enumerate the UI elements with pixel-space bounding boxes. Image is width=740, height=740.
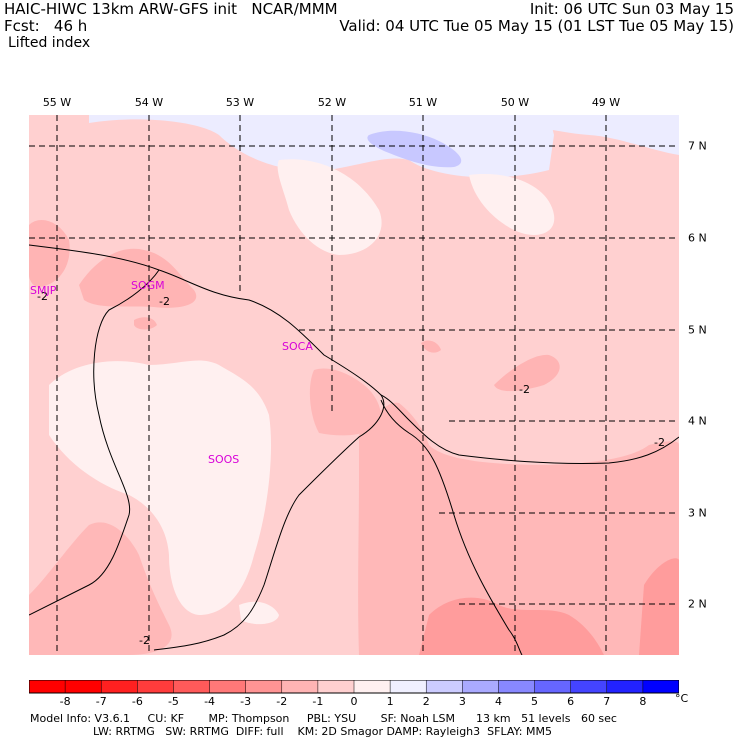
contour-label: -2: [519, 383, 530, 396]
lon-label: 50 W: [500, 96, 530, 109]
lon-label: 52 W: [317, 96, 347, 109]
legend-swatch: [281, 680, 319, 694]
lat-lon-grid: [29, 115, 679, 655]
legend-swatch: [29, 680, 66, 694]
blue-core-region: [367, 130, 462, 168]
legend-swatch: [173, 680, 211, 694]
lon-label: 54 W: [134, 96, 164, 109]
legend-swatch: [606, 680, 644, 694]
deep-region-north-west: [29, 220, 70, 287]
deep-region-far-east: [639, 558, 679, 655]
station-sogm: SOGM: [131, 279, 165, 292]
legend-tick-label: -7: [95, 695, 107, 708]
station-soos: SOOS: [208, 453, 240, 466]
legend-swatch: [462, 680, 500, 694]
pale-region-inland: [49, 360, 272, 615]
contour-label: -2: [37, 290, 48, 303]
lat-label: 3 N: [688, 506, 707, 520]
contour-label: -2: [654, 436, 665, 449]
deep-region-islet: [134, 317, 157, 330]
land-region-coast: [309, 368, 381, 436]
legend-tick-label: 8: [639, 695, 647, 708]
legend-tick-label: 6: [567, 695, 575, 708]
legend-tick-label: 5: [531, 695, 539, 708]
legend-tick-label: 0: [350, 695, 358, 708]
legend-tick-label: -3: [240, 695, 252, 708]
legend-swatch: [498, 680, 536, 694]
legend-swatch: [570, 680, 608, 694]
lon-label: 49 W: [591, 96, 621, 109]
lat-label: 2 N: [688, 597, 707, 611]
lat-label: 7 N: [688, 139, 707, 153]
header-times: Init: 06 UTC Sun 03 May 15 Valid: 04 UTC…: [339, 1, 734, 35]
legend-tick-label: -5: [167, 695, 179, 708]
init-time: Init: 06 UTC Sun 03 May 15: [529, 0, 734, 18]
legend-swatch: [353, 680, 391, 694]
field-name: Lifted index: [8, 35, 91, 51]
legend-unit: °C: [675, 692, 689, 705]
legend-tick-label: -1: [312, 695, 324, 708]
deep-region-islet-east-2: [421, 340, 441, 353]
blue-faint-region-2: [449, 115, 679, 155]
legend-tick-label: -8: [59, 695, 71, 708]
lon-label: 51 W: [408, 96, 438, 109]
color-legend: [29, 680, 679, 694]
lat-label: 5 N: [688, 323, 707, 337]
footer-line-2: LW: RRTMG SW: RRTMG DIFF: full KM: 2D Sm…: [30, 725, 552, 738]
header-title: HAIC-HIWC 13km ARW-GFS init NCAR/MMM: [4, 0, 338, 18]
legend-swatch: [389, 680, 427, 694]
legend-tick-label: 2: [422, 695, 430, 708]
station-soca: SOCA: [282, 340, 313, 353]
legend-tick-label: -2: [276, 695, 288, 708]
legend-tick-label: -6: [131, 695, 143, 708]
lon-label: 53 W: [225, 96, 255, 109]
legend-swatch: [100, 680, 139, 694]
contour-label: -2: [159, 295, 170, 308]
land-region-south-east: [358, 402, 679, 655]
legend-swatch: [642, 680, 679, 694]
footer-line-1: Model Info: V3.6.1 CU: KF MP: Thompson P…: [30, 712, 617, 725]
lon-label: 55 W: [42, 96, 72, 109]
legend-swatch: [209, 680, 247, 694]
land-region-south-west: [29, 522, 172, 655]
lat-label: 4 N: [688, 414, 707, 428]
legend-tick-label: 7: [603, 695, 611, 708]
deep-region-north-west-2: [79, 248, 197, 308]
contour-labels: -2 -2 -2 -2 -2: [37, 290, 665, 647]
pale-region-south: [239, 601, 279, 625]
station-smjp: SMJP: [30, 284, 57, 297]
legend-tick-label: 4: [494, 695, 502, 708]
lat-label: 6 N: [688, 231, 707, 245]
legend-tick-label: -4: [204, 695, 216, 708]
header-model-info: HAIC-HIWC 13km ARW-GFS init NCAR/MMM Fcs…: [4, 1, 338, 35]
legend-swatch: [137, 680, 175, 694]
forecast-hour: Fcst: 46 h: [4, 17, 88, 35]
pale-region-north: [277, 159, 382, 255]
legend-swatch: [534, 680, 572, 694]
valid-time: Valid: 04 UTC Tue 05 May 15 (01 LST Tue …: [339, 17, 734, 35]
legend-swatch: [317, 680, 355, 694]
coastline-and-borders: [29, 244, 679, 655]
pale-region-north-2: [469, 174, 555, 235]
legend-tick-label: 1: [386, 695, 394, 708]
deep-region-south-east: [419, 597, 604, 655]
legend-swatch: [245, 680, 283, 694]
lifted-index-map: -2 -2 -2 -2 -2: [29, 115, 679, 655]
contour-label: -2: [139, 634, 150, 647]
legend-swatch: [425, 680, 464, 694]
legend-tick-label: 3: [458, 695, 466, 708]
legend-swatch: [64, 680, 102, 694]
deep-region-islet-east: [494, 354, 560, 392]
